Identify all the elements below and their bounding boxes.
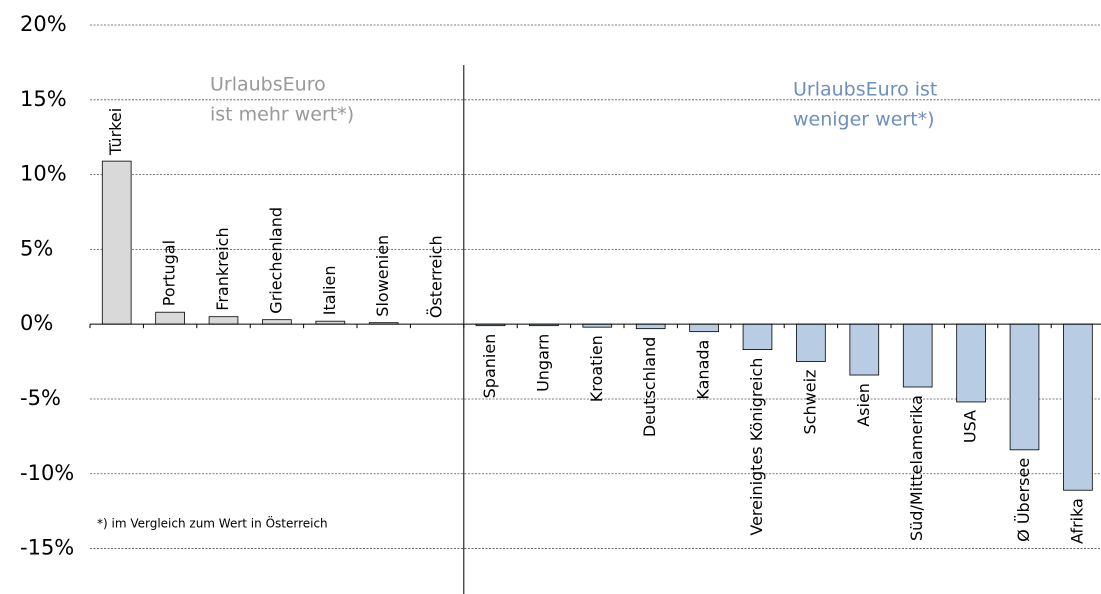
x-tick-label: Slowenien xyxy=(373,235,392,317)
x-tick-label: Asien xyxy=(854,383,873,427)
bar xyxy=(208,316,239,325)
x-tick-label: Griechenland xyxy=(266,207,285,314)
annotation: UrlaubsEuro xyxy=(210,74,326,96)
x-tick-label: Schweiz xyxy=(800,370,819,435)
footnote: *) im Vergleich zum Wert in Österreich xyxy=(97,515,328,531)
x-tick-label: Türkei xyxy=(106,108,125,156)
x-tick-label: Ungarn xyxy=(533,334,552,392)
x-tick-label: USA xyxy=(961,410,980,443)
y-tick-label: 5% xyxy=(20,236,53,260)
x-tick-label: Süd/Mittelamerika xyxy=(907,395,926,541)
bar xyxy=(155,311,185,325)
bar xyxy=(262,319,292,325)
x-tick-label: Spanien xyxy=(480,334,499,399)
bar xyxy=(635,323,666,330)
x-tick-label: Italien xyxy=(320,266,339,316)
x-tick-label: Kroatien xyxy=(587,335,606,402)
x-tick-label: Portugal xyxy=(160,240,179,306)
y-tick-label: 0% xyxy=(20,311,53,335)
y-tick-label: 15% xyxy=(20,87,67,111)
bar xyxy=(956,323,986,403)
bar xyxy=(849,323,880,376)
x-tick-label: Deutschland xyxy=(640,337,659,437)
bar xyxy=(1063,323,1093,491)
x-tick-label: Frankreich xyxy=(213,227,232,310)
bar xyxy=(101,160,132,325)
annotation: ist mehr wert*) xyxy=(210,104,354,126)
x-tick-label: Vereinigtes Königreich xyxy=(747,358,766,536)
y-tick-label: 10% xyxy=(20,162,67,186)
x-tick-label: Österreich xyxy=(427,235,446,318)
y-tick-label: 20% xyxy=(20,12,67,36)
x-tick-label: Afrika xyxy=(1067,498,1086,544)
bar xyxy=(689,323,719,333)
bar xyxy=(1009,323,1040,451)
x-tick-label: Ø Übersee xyxy=(1014,458,1033,542)
bar xyxy=(902,323,933,388)
annotation: UrlaubsEuro ist xyxy=(793,79,937,101)
annotation: weniger wert*) xyxy=(793,109,935,131)
y-tick-label: -15% xyxy=(20,536,74,560)
x-tick-label: Kanada xyxy=(694,340,713,400)
bar xyxy=(742,323,773,351)
bar xyxy=(796,323,826,362)
y-tick-label: -10% xyxy=(20,461,74,485)
y-tick-label: -5% xyxy=(20,386,61,410)
